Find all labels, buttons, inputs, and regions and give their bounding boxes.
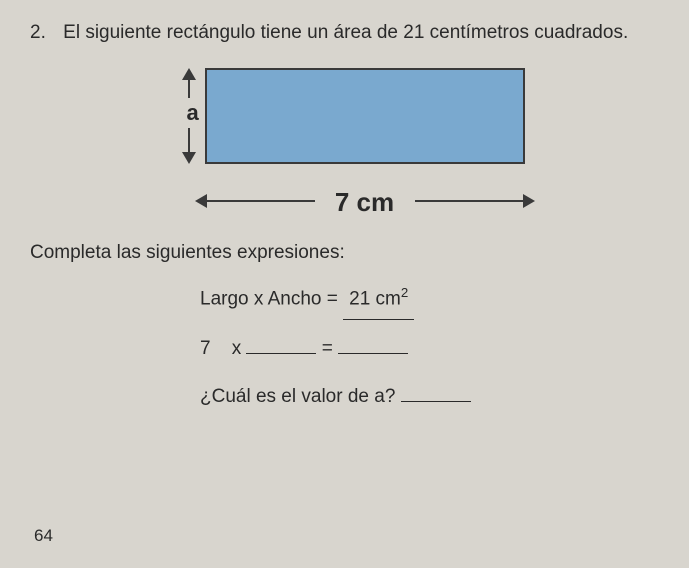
row2-equals: = <box>322 338 333 359</box>
rectangle-shape <box>205 68 525 164</box>
question-line: 2. El siguiente rectángulo tiene un área… <box>30 22 659 44</box>
expression-row-3: ¿Cuál es el valor de a? <box>200 378 659 416</box>
diagram-container: a 7 cm <box>30 62 659 232</box>
expression-row-2: 7 x = <box>200 330 659 368</box>
row1-exponent: 2 <box>401 285 408 300</box>
instruction-text: Completa las siguientes expresiones: <box>30 242 659 264</box>
row1-value: 21 cm <box>349 288 401 309</box>
row1-lhs: Largo x Ancho = <box>200 288 338 309</box>
question-text: El siguiente rectángulo tiene un área de… <box>63 22 628 43</box>
rectangle-diagram: a 7 cm <box>135 62 555 232</box>
horizontal-arrow-line-right <box>415 200 525 202</box>
row2-operator: x <box>232 338 242 359</box>
expression-row-1: Largo x Ancho = 21 cm2 <box>200 280 659 320</box>
question-number: 2. <box>30 22 46 44</box>
row1-answer-underline: 21 cm2 <box>343 280 414 320</box>
row2-blank-factor[interactable] <box>246 352 316 354</box>
page-number: 64 <box>34 526 53 546</box>
arrow-down-icon <box>182 152 196 164</box>
row2-blank-result[interactable] <box>338 352 408 354</box>
row3-blank-answer[interactable] <box>401 400 471 402</box>
row3-question: ¿Cuál es el valor de a? <box>200 386 395 407</box>
width-label: 7 cm <box>195 187 535 218</box>
arrow-right-icon <box>523 194 535 208</box>
expressions-block: Largo x Ancho = 21 cm2 7 x = ¿Cuál es el… <box>30 280 659 416</box>
side-a-label: a <box>183 98 203 128</box>
horizontal-dimension-arrow: 7 cm <box>195 184 535 220</box>
row2-factor-a: 7 <box>200 338 211 359</box>
